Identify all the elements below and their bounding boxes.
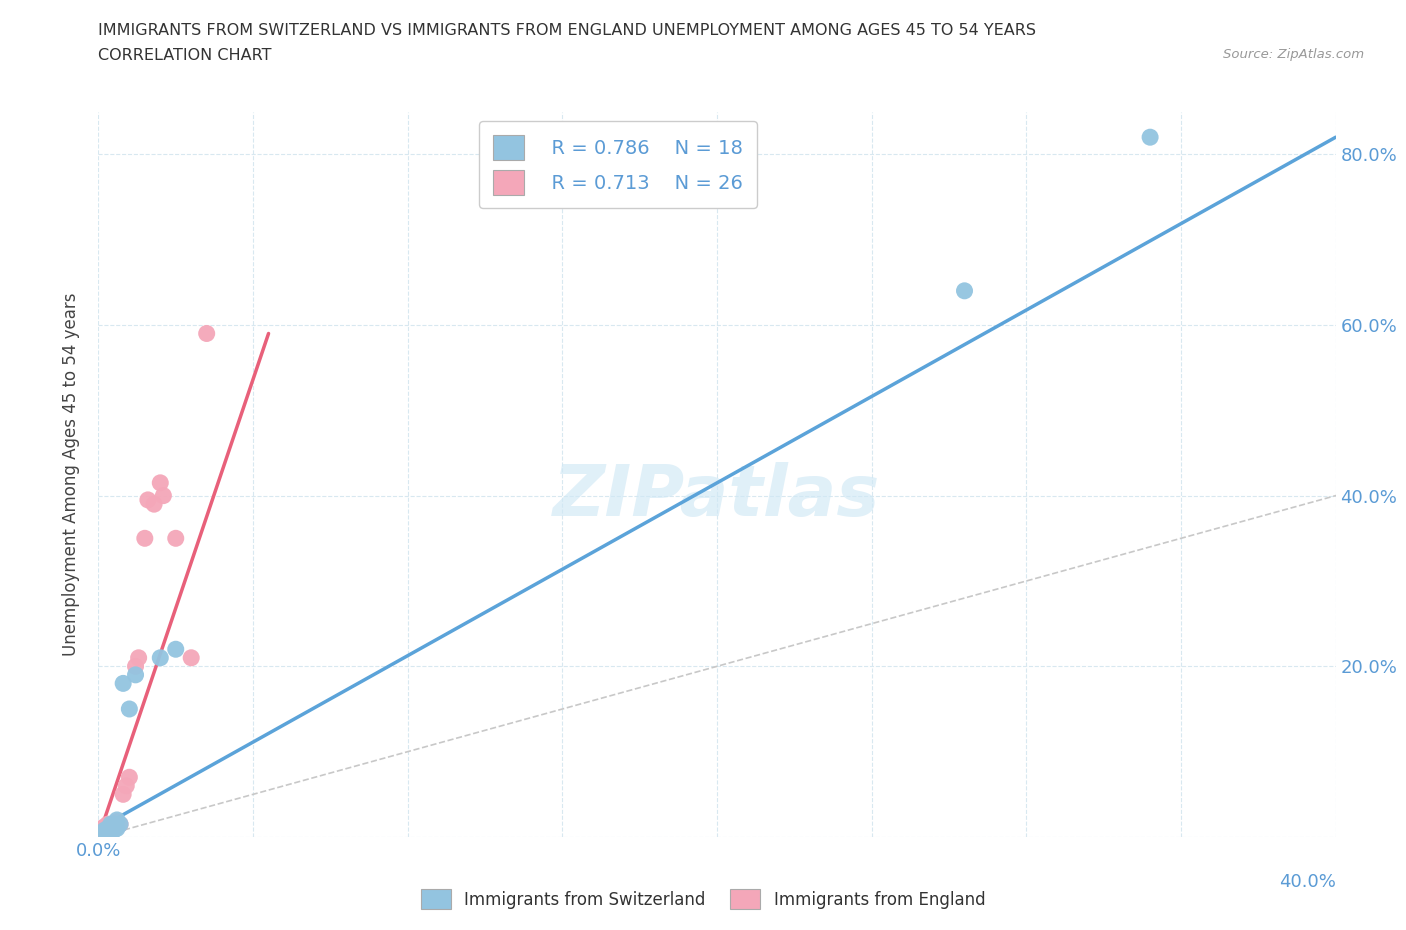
Point <box>90 825 112 840</box>
Point <box>108 817 131 831</box>
Point <box>112 676 135 691</box>
Point <box>90 821 112 836</box>
Point <box>100 821 122 836</box>
Point <box>93 823 115 838</box>
Point <box>124 668 146 683</box>
Text: IMMIGRANTS FROM SWITZERLAND VS IMMIGRANTS FROM ENGLAND UNEMPLOYMENT AMONG AGES 4: IMMIGRANTS FROM SWITZERLAND VS IMMIGRANT… <box>98 23 1036 38</box>
Point <box>97 817 120 831</box>
Legend:   R = 0.786    N = 18,   R = 0.713    N = 26: R = 0.786 N = 18, R = 0.713 N = 26 <box>479 121 756 208</box>
Point <box>118 770 141 785</box>
Point <box>97 825 120 840</box>
Point <box>100 819 122 834</box>
Point <box>103 821 125 836</box>
Point <box>90 825 112 840</box>
Point <box>100 823 122 838</box>
Point <box>108 817 131 831</box>
Y-axis label: Unemployment Among Ages 45 to 54 years: Unemployment Among Ages 45 to 54 years <box>62 293 80 656</box>
Point <box>143 497 166 512</box>
Text: ZIPatlas: ZIPatlas <box>554 461 880 530</box>
Point <box>97 821 120 836</box>
Point <box>124 658 146 673</box>
Point <box>180 650 202 665</box>
Point <box>103 817 125 831</box>
Point <box>112 787 135 802</box>
Point <box>105 814 128 829</box>
Text: Source: ZipAtlas.com: Source: ZipAtlas.com <box>1223 48 1364 61</box>
Point <box>195 326 218 341</box>
Point <box>105 813 128 828</box>
Point <box>1139 130 1161 145</box>
Point <box>165 642 187 657</box>
Point <box>100 817 122 831</box>
Point <box>165 531 187 546</box>
Point <box>103 817 125 831</box>
Legend: Immigrants from Switzerland, Immigrants from England: Immigrants from Switzerland, Immigrants … <box>412 881 994 917</box>
Point <box>152 488 174 503</box>
Point <box>97 821 120 836</box>
Point <box>149 650 172 665</box>
Point <box>134 531 156 546</box>
Point <box>953 284 976 299</box>
Point <box>136 493 159 508</box>
Text: 40.0%: 40.0% <box>1279 873 1336 891</box>
Point <box>93 819 115 834</box>
Point <box>118 701 141 716</box>
Text: CORRELATION CHART: CORRELATION CHART <box>98 48 271 63</box>
Point <box>115 778 138 793</box>
Point <box>93 823 115 838</box>
Point <box>105 821 128 836</box>
Point <box>128 650 150 665</box>
Point <box>103 823 125 838</box>
Point <box>149 475 172 490</box>
Point <box>105 819 128 834</box>
